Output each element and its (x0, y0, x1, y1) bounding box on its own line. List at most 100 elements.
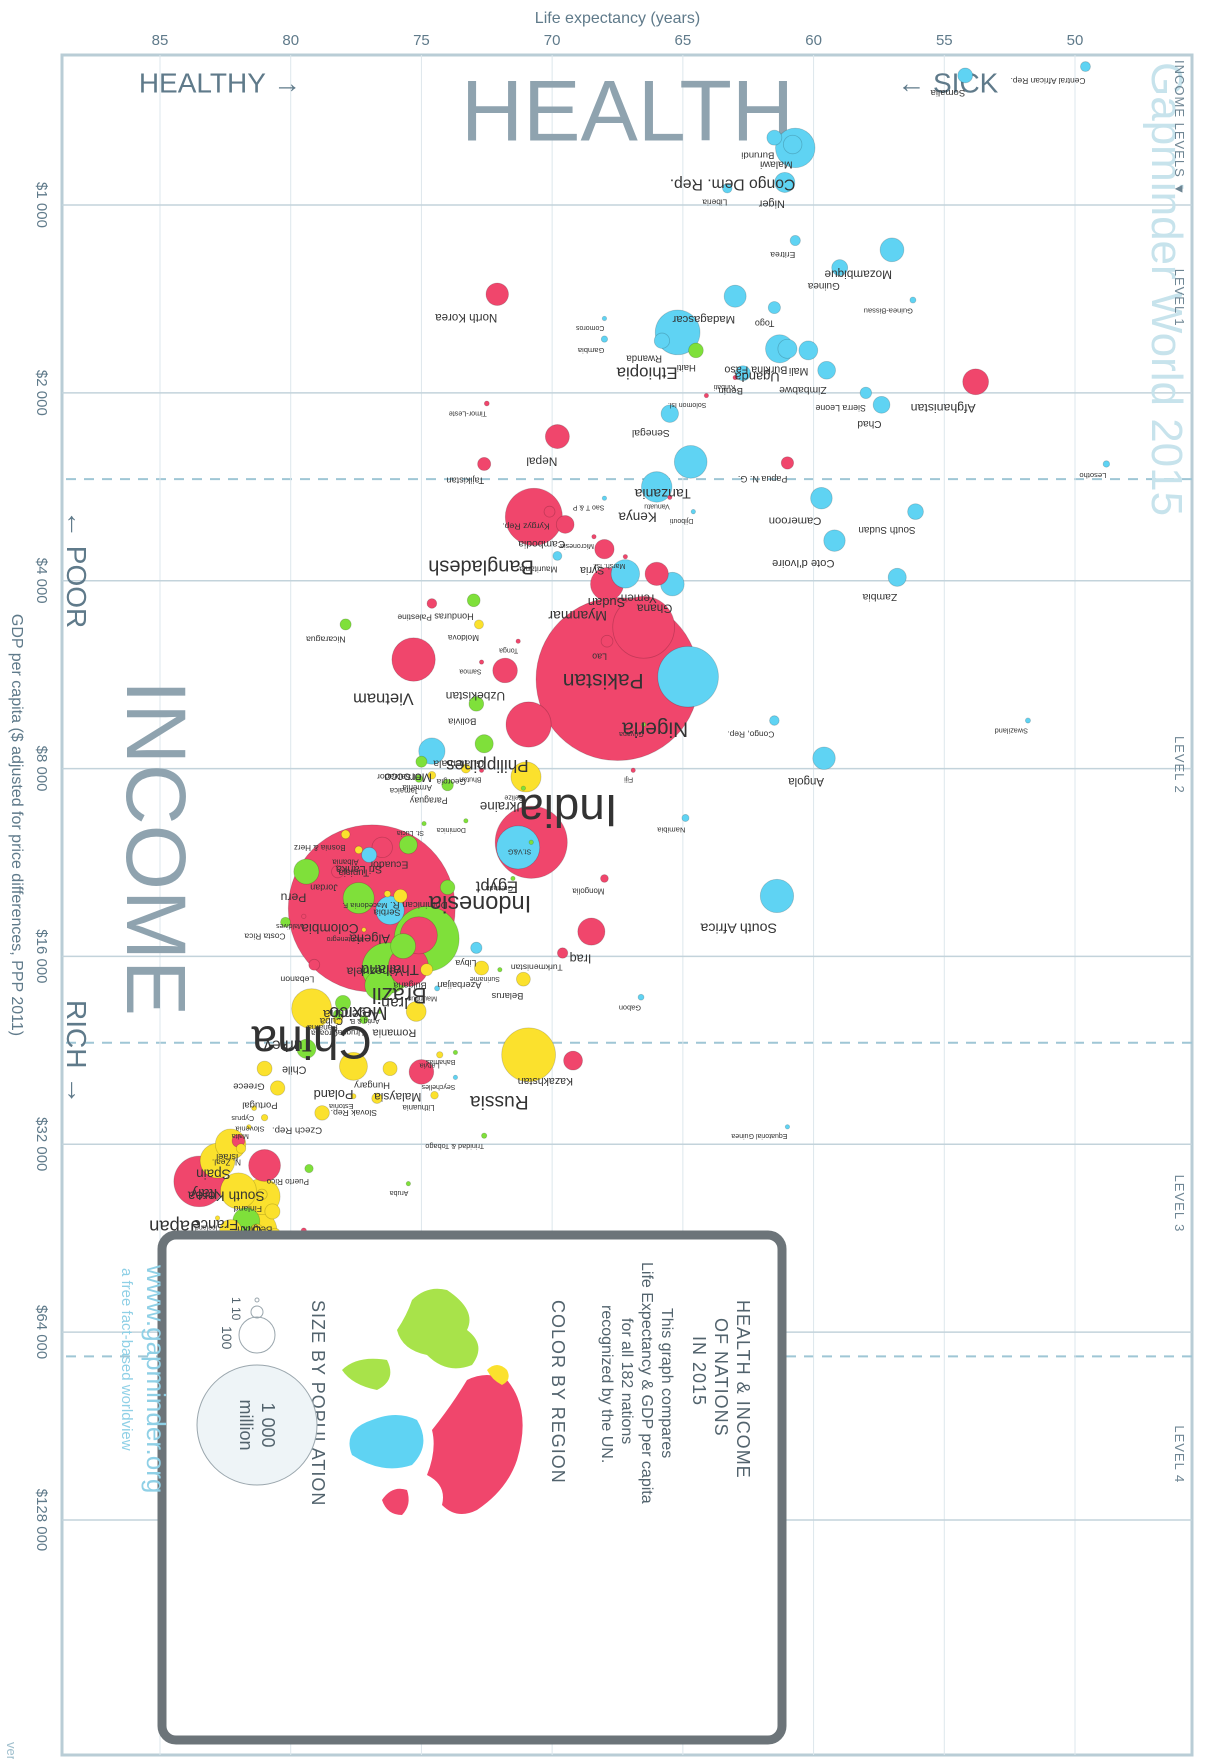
bubble-tanzania (673, 445, 708, 479)
bubble-malta (246, 1124, 252, 1130)
label-mongolia: Mongolia (572, 886, 605, 895)
label-djibouti: Djibouti (670, 517, 694, 524)
label-maldives: Maldives (276, 922, 304, 929)
label-morocco: Morocco (384, 771, 432, 785)
label-turkey: Turkey (264, 1036, 312, 1053)
x-tick-label: 70 (544, 32, 561, 49)
label-moldova: Moldova (448, 633, 479, 642)
bubble-libya (470, 941, 483, 954)
label-st-v-g: St.V&G (508, 848, 531, 855)
label-thailand: Thailand (361, 961, 419, 978)
label-nicaragua: Nicaragua (306, 635, 346, 645)
label-fiji: Fiji (624, 776, 633, 783)
bubble-st-lucia (421, 820, 427, 827)
bubble-estonia (350, 1093, 357, 1100)
bubble-liberia (722, 183, 733, 194)
label-czech-rep: Czech Rep. (272, 1124, 322, 1135)
y-tick-7: $128 000 (33, 1489, 50, 1552)
bubble-djibouti (690, 509, 696, 515)
bubble-eritrea (789, 234, 801, 247)
label-cyprus: Cyprus (231, 1114, 254, 1123)
bubble-south-korea (248, 1149, 281, 1182)
label-china: China (251, 1016, 372, 1068)
world-map-icon (342, 1288, 523, 1515)
bubble-mali (798, 340, 819, 361)
label-spain: Spain (196, 1167, 231, 1182)
label-montenegro: Montenegro (326, 935, 363, 942)
label-mauritania: Mauritania (519, 565, 558, 574)
label-papua-n-g: Papua N. G. (738, 474, 788, 484)
label-greece: Greece (233, 1080, 264, 1091)
bubble-trinidad-tobago (481, 1132, 488, 1139)
country-labels: ChinaIndiaUSAIndonesiaBrazilPakistanNige… (149, 76, 1106, 1540)
bubble-yemen (644, 561, 669, 586)
bubble-benin (735, 365, 751, 382)
bubble-solomon-isl (703, 392, 709, 399)
bubble-albania (354, 845, 363, 855)
label-vanuatu: Vanuatu (644, 503, 670, 510)
label-albania: Albania (332, 858, 359, 867)
income-big-label: INCOME (109, 680, 203, 1016)
label-bhutan: Bhutan (459, 776, 481, 783)
bubble-kazakhstan (563, 1050, 583, 1071)
bubble-tunisia (361, 846, 378, 863)
label-haiti: Haiti (677, 362, 696, 373)
bubble-morocco (418, 737, 446, 765)
label-iceland: Iceland (195, 1223, 218, 1230)
label-n-zeal: N. Zeal. (212, 1158, 241, 1168)
bubble-sao-t-p (601, 495, 608, 501)
label-zambia: Zambia (862, 591, 897, 602)
label-croatia: Croatia (311, 1028, 338, 1038)
label-senegal: Senegal (632, 427, 670, 438)
bubbles (173, 61, 1111, 1528)
bubble-cote-d-ivoire (823, 529, 846, 552)
label-equatorial-guinea: Equatorial Guinea (731, 1132, 787, 1139)
bubble-armenia (427, 770, 437, 780)
label-bolivia: Bolivia (447, 715, 476, 726)
bubble-n-zeal (235, 1143, 247, 1154)
label-tonga: Tonga (499, 647, 518, 654)
label-venezuela: Venezuela (346, 965, 403, 979)
size-label-million: million (236, 1399, 256, 1450)
label-pakistan: Pakistan (563, 669, 644, 692)
label-puerto-rico: Puerto Rico (266, 1177, 309, 1186)
x-tick-label: 60 (805, 32, 822, 49)
size-label-100: 100 (219, 1326, 235, 1350)
label-lithuania: Lithuania (402, 1103, 435, 1112)
bubble-zambia (887, 567, 907, 587)
label-guinea: Guinea (807, 280, 839, 291)
label-malaysia: Malaysia (374, 1090, 422, 1104)
label-serbia: Serbia (373, 908, 401, 918)
bubble-seychelles (452, 1074, 459, 1080)
label-burkina-faso: Burkina Faso (724, 363, 787, 375)
bubble-bhutan (478, 767, 485, 773)
bubble-kyrgyz-rep (543, 505, 556, 518)
bubble-egypt (496, 825, 541, 870)
bubble-micronesia (591, 534, 597, 540)
bubble-burundi (766, 129, 783, 146)
label-congo-rep: Congo, Rep. (727, 730, 774, 740)
bubble-timor-leste (483, 400, 490, 407)
label-somalia: Somalia (930, 87, 965, 98)
label-central-african-rep: Central African Rep. (1011, 76, 1086, 86)
x-tick-label: 55 (936, 32, 953, 49)
label-romania: Romania (372, 1027, 417, 1039)
label-gabon: Gabon (619, 1004, 641, 1013)
label-armenia: Armenia (402, 783, 432, 792)
bubble-lebanon (308, 958, 321, 971)
label-kazakhstan: Kazakhstan (518, 1075, 573, 1087)
bubble-mozambique (879, 237, 905, 263)
bubble-palestine (426, 598, 438, 609)
y-tick-5: $32 000 (33, 1117, 50, 1171)
label-lesotho: Lesotho (1079, 471, 1106, 480)
income-level-1: LEVEL 1 (1172, 269, 1187, 327)
label-nepal: Nepal (526, 454, 557, 468)
label-yemen: Yemen (621, 591, 657, 604)
bubble-france (220, 1172, 257, 1210)
label-paraguay: Paraguay (409, 795, 447, 805)
bubble-belarus (516, 971, 531, 987)
bubble-latvia (436, 1051, 444, 1059)
label-belarus: Belarus (491, 991, 523, 1002)
label-guinea-bissau: Guinea-Bissau (864, 307, 913, 316)
